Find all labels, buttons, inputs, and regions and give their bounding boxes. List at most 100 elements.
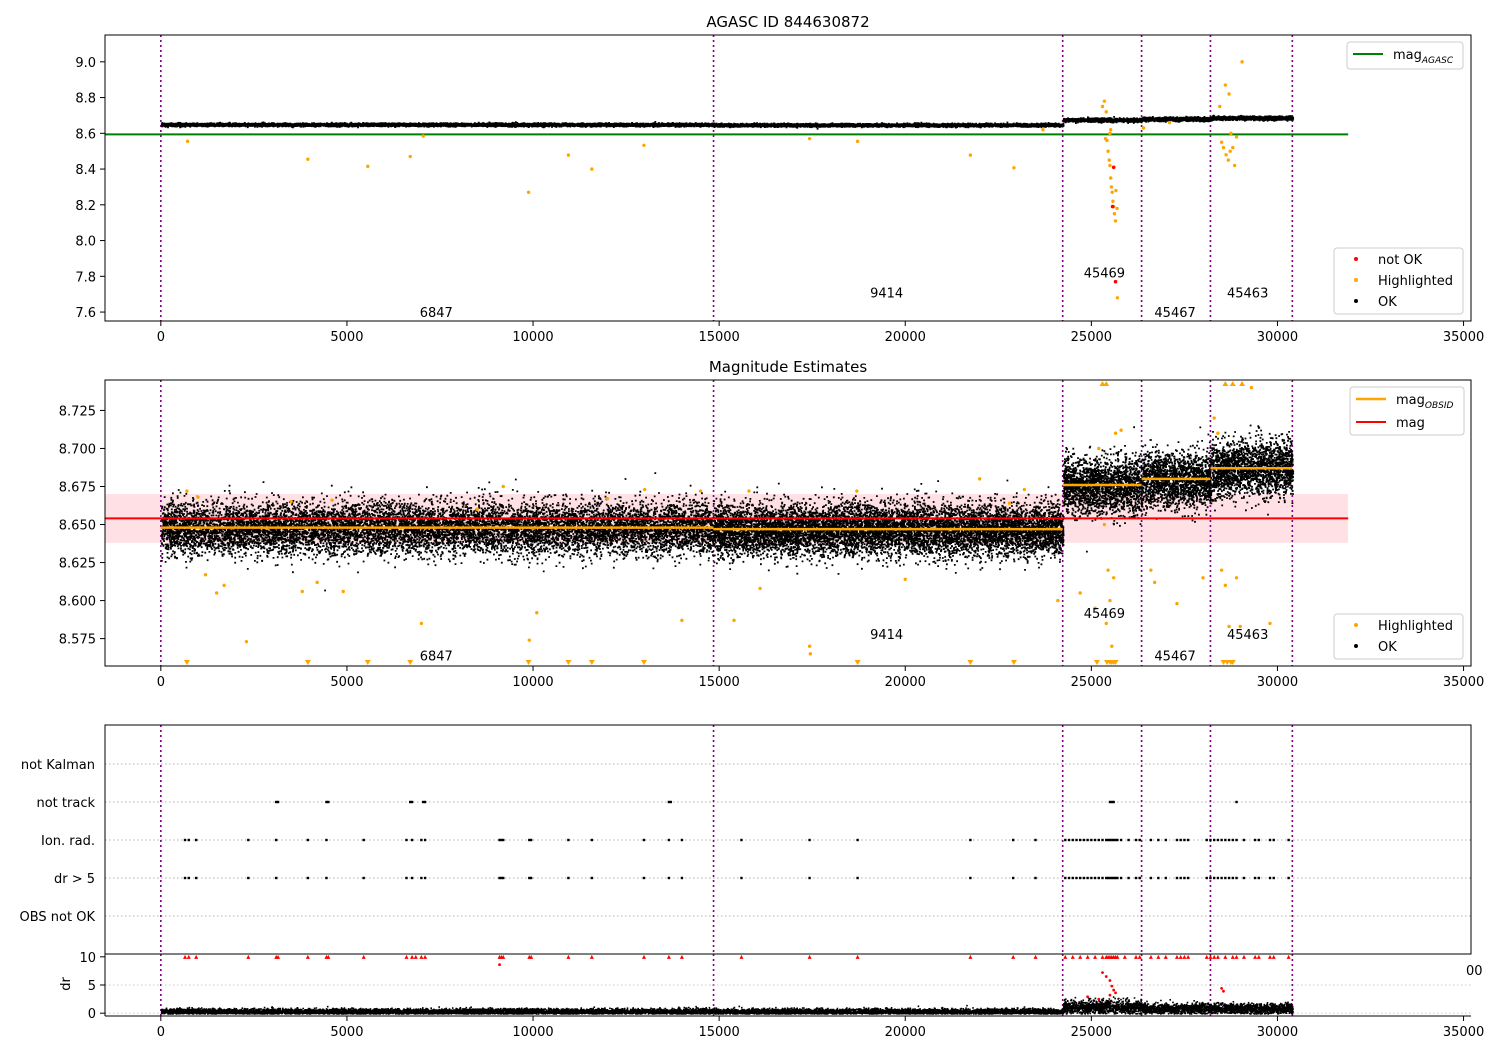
highlighted-point (732, 618, 736, 623)
panel-flags: not Kalman not track Ion. rad. dr > 5 OBS no… (20, 724, 1472, 955)
flag-event-marker (1078, 838, 1082, 842)
flag-event-marker (1034, 838, 1037, 842)
flag-event-marker (502, 838, 505, 842)
highlighted-point (501, 484, 505, 489)
highlighted-point (306, 157, 310, 161)
flag-event-marker (187, 876, 190, 880)
highlighted-point (330, 498, 334, 502)
flag-event-marker (1034, 876, 1037, 880)
flag-event-marker (498, 838, 501, 842)
highlighted-point (1113, 431, 1118, 435)
flag-event-marker (183, 876, 187, 880)
highlighted-point (1107, 158, 1111, 162)
dr-red-point (1097, 997, 1101, 1001)
ok-points (713, 479, 1065, 575)
flag-event-marker (1114, 876, 1117, 880)
highlighted-point (1268, 621, 1272, 626)
top-plot-area: 6847 9414 45469 45467 45463 (105, 35, 1349, 321)
flag-event-marker (567, 876, 570, 880)
highlighted-point (1106, 149, 1110, 153)
highlighted-point (807, 644, 812, 648)
flag-event-marker (306, 876, 310, 880)
flag-event-marker (667, 838, 671, 842)
flag-event-marker (194, 876, 198, 880)
flag-event-marker (1106, 876, 1110, 880)
flag-event-marker (1082, 876, 1086, 880)
highlighted-point (203, 573, 208, 577)
flag-event-marker (194, 838, 198, 842)
highlighted-point (1108, 163, 1112, 168)
flag-event-marker (1110, 838, 1114, 842)
legend-label-ok: OK (1378, 640, 1397, 655)
highlighted-point (1219, 568, 1224, 572)
dr-clipped-marker (1234, 954, 1239, 959)
flag-event-marker (528, 876, 531, 880)
lower-limit-marker (1112, 660, 1119, 665)
y-tick-label: 7.6 (75, 306, 96, 321)
dr-clipped-marker (326, 954, 331, 959)
flag-row-label: OBS not OK (20, 910, 96, 925)
x-tick-label: 30000 (1257, 330, 1298, 345)
highlighted-point (1231, 145, 1235, 150)
flag-event-marker (423, 876, 427, 880)
y-tick-label: 8.0 (75, 235, 96, 250)
flag-event-marker (1134, 838, 1138, 842)
dr-red-point (1101, 971, 1104, 974)
flag-event-marker (1075, 838, 1078, 842)
highlighted-point (1056, 598, 1060, 603)
highlighted-point (214, 591, 219, 595)
x-tick-label: 5000 (330, 1025, 363, 1040)
ok-points (1141, 426, 1213, 523)
highlighted-point (289, 500, 293, 504)
dr-clipped-marker (423, 954, 428, 959)
x-tick-label: 30000 (1257, 675, 1298, 690)
dr-ylabel: dr (59, 977, 74, 991)
dr-red-point (1108, 979, 1112, 982)
flag-event-marker (529, 876, 533, 880)
flag-event-marker (1183, 876, 1186, 880)
dr-clipped-marker (1011, 954, 1016, 959)
flag-event-marker (667, 876, 671, 880)
flag-event-marker (1253, 876, 1257, 880)
flag-event-marker (1186, 838, 1190, 842)
highlighted-point (1110, 190, 1114, 194)
flag-event-marker (1138, 838, 1141, 842)
highlighted-point (1041, 128, 1045, 132)
ok-points (160, 472, 716, 592)
flag-event-marker (1183, 838, 1186, 842)
legend-label-mag-obsid: magOBSID (1396, 393, 1454, 411)
x-tick-label: 15000 (698, 1025, 739, 1040)
legend-marker-highlighted (1354, 623, 1358, 627)
flag-event-marker (1011, 876, 1015, 880)
flag-event-marker (1205, 876, 1208, 880)
y-tick-label: 9.0 (75, 56, 96, 71)
flag-event-marker (1186, 876, 1190, 880)
highlighted-point (1114, 188, 1118, 193)
flag-event-marker (420, 838, 423, 842)
highlighted-point (1112, 212, 1117, 216)
x-tick-label: 20000 (885, 1025, 926, 1040)
middle-axes-ticks: 0 5000 10000 15000 20000 25000 30000 35000 8.575… (59, 404, 1484, 690)
dr-clipped-marker (1186, 954, 1191, 959)
highlighted-point (758, 586, 762, 591)
flag-event-marker (1082, 838, 1086, 842)
dr-clipped-marker (1174, 954, 1179, 959)
dr-clipped-marker (186, 954, 191, 959)
ok-points (1210, 114, 1295, 122)
flag-event-marker (1220, 876, 1223, 880)
dr-clipped-marker (807, 954, 812, 959)
flag-event-marker (1078, 876, 1082, 880)
flag-event-marker (327, 800, 330, 804)
highlighted-point (1229, 131, 1233, 136)
highlighted-point (341, 589, 345, 594)
highlighted-point (1224, 153, 1228, 157)
highlighted-point (315, 580, 319, 585)
x-tick-label: 0 (157, 330, 165, 345)
dr-clipped-marker (1271, 954, 1276, 959)
dr-clipped-marker (1137, 954, 1142, 959)
dr-clipped-marker (246, 954, 251, 959)
highlighted-point (698, 489, 703, 493)
flag-row-label: Ion. rad. (41, 834, 95, 849)
lower-limit-marker (588, 660, 595, 665)
flag-event-marker (1157, 876, 1160, 880)
